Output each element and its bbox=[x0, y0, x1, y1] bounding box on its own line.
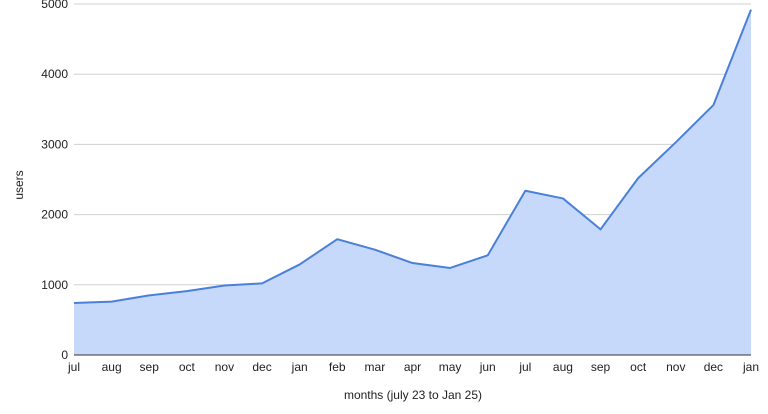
y-tick-label: 5000 bbox=[41, 0, 68, 11]
x-tick-label: jan bbox=[742, 360, 759, 374]
x-tick-label: apr bbox=[404, 360, 421, 374]
y-tick-label: 3000 bbox=[41, 137, 68, 151]
x-tick-labels: jul aug sep oct nov dec jan feb mar apr may jun jul a… bbox=[67, 360, 759, 374]
x-tick-label: dec bbox=[252, 360, 271, 374]
x-tick-label: sep bbox=[591, 360, 611, 374]
y-tick-label: 1000 bbox=[41, 278, 68, 292]
y-tick-label: 2000 bbox=[41, 208, 68, 222]
x-tick-label: sep bbox=[140, 360, 160, 374]
x-tick-label: dec bbox=[704, 360, 723, 374]
x-tick-label: oct bbox=[630, 360, 647, 374]
x-tick-label: jul bbox=[518, 360, 531, 374]
area-fill bbox=[74, 9, 751, 356]
x-tick-label: oct bbox=[179, 360, 196, 374]
x-tick-label: aug bbox=[102, 360, 122, 374]
x-tick-label: mar bbox=[365, 360, 386, 374]
x-tick-label: may bbox=[439, 360, 462, 374]
y-tick-labels: 0 1000 2000 3000 4000 5000 bbox=[41, 0, 68, 362]
x-tick-label: nov bbox=[666, 360, 685, 374]
x-tick-label: feb bbox=[329, 360, 346, 374]
x-axis-title: months (july 23 to Jan 25) bbox=[344, 388, 482, 402]
y-axis-title: users bbox=[12, 170, 26, 199]
x-tick-label: jun bbox=[479, 360, 496, 374]
x-tick-label: jul bbox=[67, 360, 80, 374]
x-tick-label: aug bbox=[553, 360, 573, 374]
area-series bbox=[73, 9, 752, 356]
y-tick-label: 4000 bbox=[41, 67, 68, 81]
x-tick-label: jan bbox=[291, 360, 308, 374]
x-tick-label: nov bbox=[215, 360, 234, 374]
y-tick-label: 0 bbox=[61, 348, 68, 362]
